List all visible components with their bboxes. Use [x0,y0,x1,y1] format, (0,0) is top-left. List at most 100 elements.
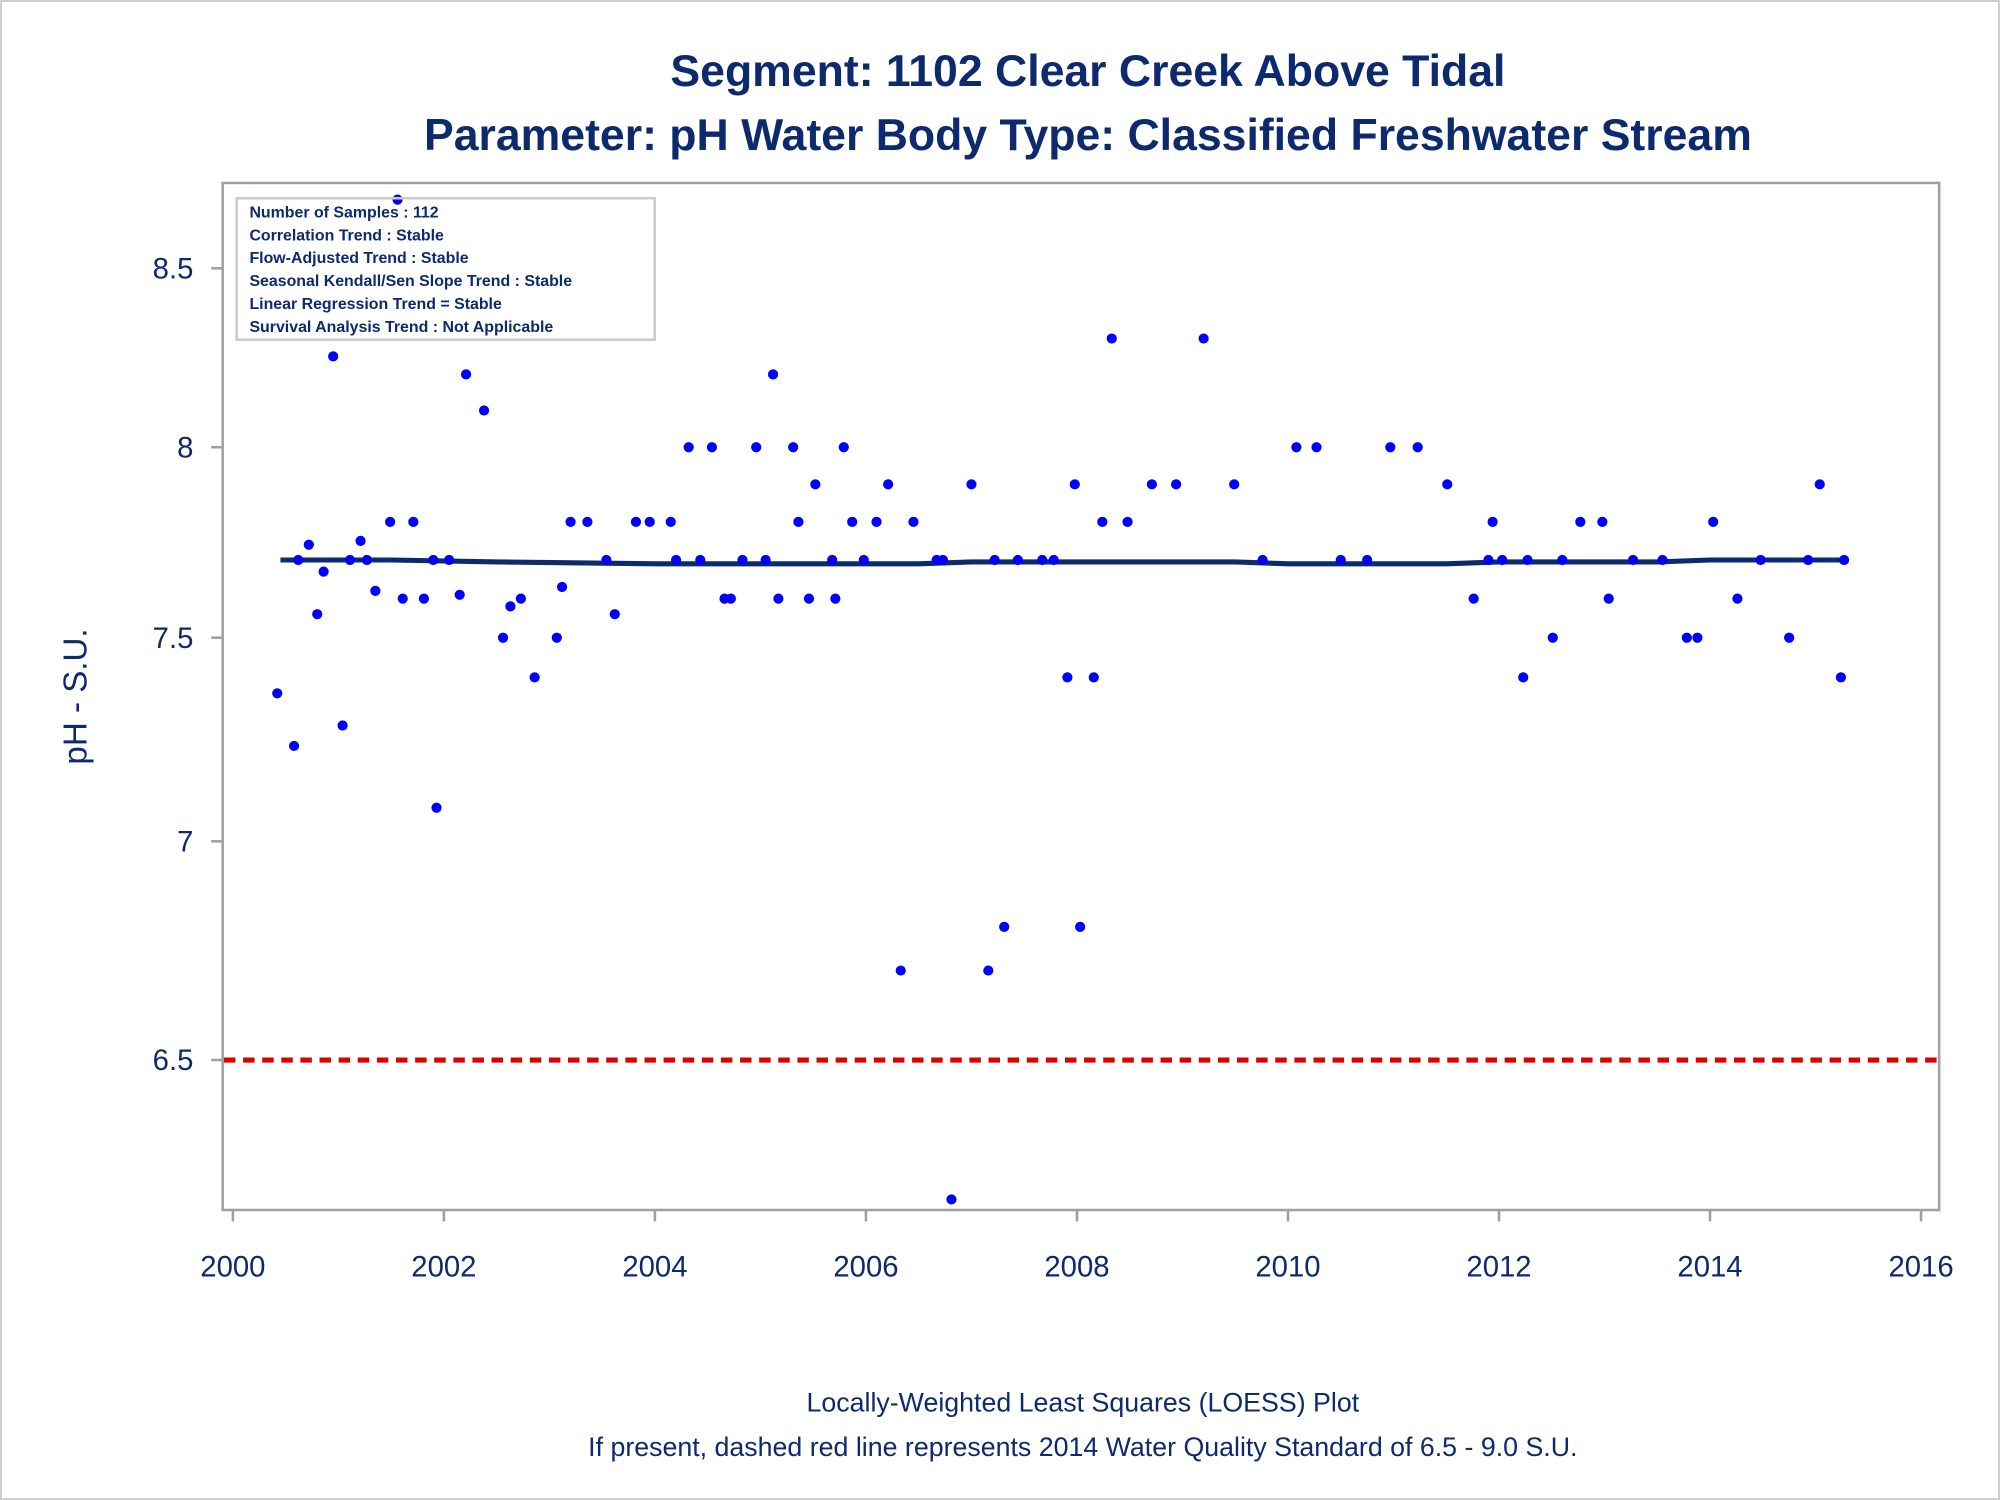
inset-linear-regression: Linear Regression Trend = Stable [249,296,502,313]
data-point [1385,442,1396,453]
data-point [478,405,490,416]
data-point [1627,554,1639,566]
data-point [1692,632,1703,643]
y-tick-label: 7.5 [153,622,194,655]
data-point [1442,479,1453,490]
data-point [830,593,841,604]
data-point [1229,479,1240,490]
data-point [937,554,949,566]
plot-frame [221,181,1941,1212]
data-point [946,1194,957,1205]
data-point [1487,516,1498,528]
data-point [1518,672,1529,683]
data-point [803,593,815,604]
data-point [725,593,736,604]
data-point [1522,554,1533,566]
footnote-standard: If present, dashed red line represents 2… [588,1432,1577,1462]
data-point [999,921,1010,932]
data-point [1012,554,1023,566]
data-point [1657,554,1668,566]
footnote-loess: Locally-Weighted Least Squares (LOESS) P… [807,1387,1360,1417]
data-point [361,554,373,566]
data-point [431,802,442,813]
data-point [1062,672,1073,683]
data-point [1257,554,1268,566]
data-point [1803,554,1814,566]
data-point [966,479,977,490]
data-point [397,593,408,604]
inset-correlation: Correlation Trend : Stable [249,227,444,244]
data-point [847,516,858,528]
data-point [565,516,576,528]
data-point [1069,479,1080,490]
data-point [1838,554,1850,566]
data-point [1557,554,1568,566]
chart-title: Segment: 1102 Clear Creek Above Tidal [670,47,1505,96]
data-point [895,965,906,976]
chart-subtitle: Parameter: pH Water Body Type: Classifie… [424,111,1752,160]
data-point [1198,333,1209,344]
x-tick-label: 2012 [1466,1250,1531,1283]
data-point [293,554,304,566]
data-point [460,369,472,380]
data-point [1037,554,1048,566]
data-point [1468,593,1479,604]
data-point [505,601,516,612]
data-point [788,442,799,453]
x-tick-label: 2008 [1044,1250,1109,1283]
data-point [1122,516,1133,528]
data-point [989,554,1000,566]
y-axis-label: pH - S.U. [57,628,94,764]
x-tick-label: 2014 [1677,1250,1742,1283]
inset-samples: Number of Samples : 112 [249,204,438,221]
data-point [983,965,994,976]
data-point [760,554,771,566]
data-point [793,516,804,528]
data-point [767,369,779,380]
trend-inset: Number of Samples : 112 Correlation Tren… [235,196,656,341]
data-point [751,442,762,453]
data-point [908,516,919,528]
data-point [1311,442,1322,453]
x-tick-label: 2004 [622,1250,687,1283]
data-point [737,554,748,566]
data-point [272,688,283,699]
data-point [1088,672,1099,683]
data-point [355,535,366,546]
data-point [670,554,682,566]
data-point [1708,516,1719,528]
data-point [529,672,540,683]
data-point [773,593,784,604]
data-point [515,593,526,604]
data-point [838,442,849,453]
data-point [601,554,612,566]
y-axis: 8.5 8 7.5 7 6.5 [153,253,223,1077]
loess-line [280,557,1848,567]
data-point [883,479,894,490]
data-point [1597,516,1608,528]
data-point [858,554,869,566]
data-point [1814,479,1825,490]
data-point [582,516,593,528]
data-point [1603,593,1614,604]
data-point [337,720,348,731]
x-tick-label: 2000 [200,1250,265,1283]
inset-box [235,196,656,341]
data-point [1097,516,1108,528]
data-point [1171,479,1182,490]
data-point [428,554,439,566]
data-point [1755,554,1766,566]
data-point [609,609,620,620]
data-point [683,442,694,453]
data-point [630,516,642,528]
data-point [303,539,314,550]
x-tick-label: 2010 [1255,1250,1320,1283]
data-point [1106,333,1117,344]
data-point [1784,632,1795,643]
data-point [1575,516,1586,528]
data-point [408,516,419,528]
data-point [1291,442,1302,453]
data-point [1547,632,1558,643]
